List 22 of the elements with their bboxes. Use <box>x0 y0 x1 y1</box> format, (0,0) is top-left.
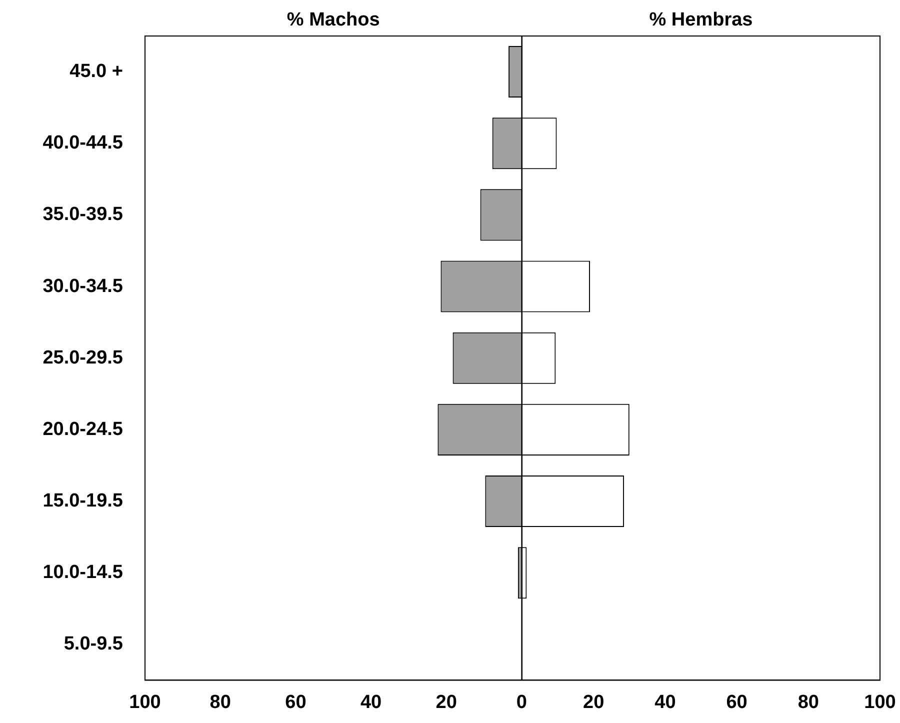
y-tick-label: 15.0-19.5 <box>42 490 124 512</box>
x-tick-label: 100 <box>129 692 161 713</box>
y-tick-label: 20.0-24.5 <box>42 418 124 440</box>
y-tick-label: 45.0 + <box>70 61 123 82</box>
y-tick-label: 30.0-34.5 <box>42 276 124 297</box>
x-tick-label: 0 <box>516 692 528 713</box>
y-tick-label: 10.0-14.5 <box>42 562 124 584</box>
y-tick-label: 40.0-44.5 <box>42 132 124 154</box>
x-tick-label: 40 <box>360 692 382 713</box>
x-tick-label: 60 <box>726 692 748 713</box>
x-tick-label: 80 <box>798 692 819 713</box>
y-tick-label: 25.0-29.5 <box>42 347 124 368</box>
x-tick-label: 80 <box>210 692 231 713</box>
x-tick-label: 20 <box>436 692 457 713</box>
chart-title: % Hembras <box>649 10 753 31</box>
x-tick-label: 60 <box>285 692 306 713</box>
x-tick-label: 40 <box>654 692 676 713</box>
y-tick-label: 35.0-39.5 <box>42 204 124 226</box>
y-tick-label: 5.0-9.5 <box>64 634 124 655</box>
x-tick-label: 20 <box>583 692 604 713</box>
chart-title: % Machos <box>286 10 380 31</box>
x-tick-label: 100 <box>864 692 896 713</box>
